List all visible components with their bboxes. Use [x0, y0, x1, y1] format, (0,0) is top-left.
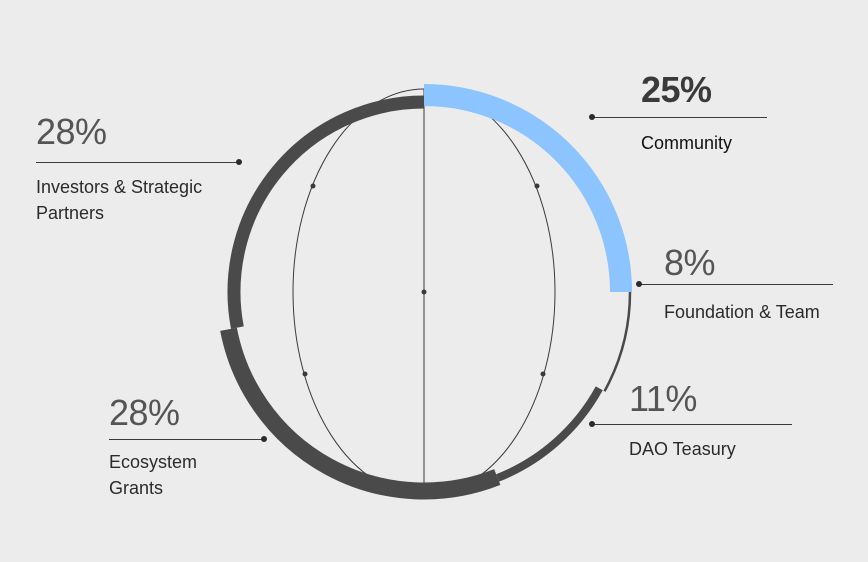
leader-line-ecosystem-grants: [109, 439, 264, 440]
leader-dot-dao-treasury: [589, 421, 595, 427]
leader-dot-investors: [236, 159, 242, 165]
leader-dot-community: [589, 114, 595, 120]
leader-line-community: [592, 117, 767, 118]
globe-center-dot: [421, 289, 427, 295]
leader-dot-ecosystem-grants: [261, 436, 267, 442]
slice-label-investors: Investors & Strategic Partners: [36, 177, 203, 223]
ring-slice-community: [423, 84, 632, 293]
leader-line-investors: [36, 162, 239, 163]
slice-value-investors: 28%: [36, 111, 107, 152]
leader-line-foundation-team: [639, 284, 833, 285]
slice-label-foundation-team: Foundation & Team: [664, 302, 820, 322]
slice-label-dao-treasury: DAO Teasury: [629, 439, 736, 459]
slice-label-community: Community: [641, 133, 733, 153]
ring-slice-dao-teasury: [496, 386, 603, 482]
slice-value-foundation-team: 8%: [664, 242, 716, 283]
globe-dot: [302, 371, 308, 377]
slice-value-community: 25%: [641, 69, 712, 110]
globe-dots: [302, 183, 546, 377]
slice-value-dao-treasury: 11%: [629, 378, 697, 419]
slice-value-ecosystem-grants: 28%: [109, 392, 180, 433]
globe-dot: [310, 183, 316, 189]
globe-dot: [540, 371, 546, 377]
ring-slice-ecosystem-grants: [220, 327, 501, 500]
slice-label-ecosystem-grants: Ecosystem Grants: [109, 452, 198, 498]
ring-slice-foundation-team: [603, 291, 632, 392]
leader-line-dao-treasury: [592, 424, 792, 425]
globe-dot: [534, 183, 540, 189]
ring-slice-investors-strategic-partners: [227, 95, 425, 329]
leader-dot-foundation-team: [636, 281, 642, 287]
